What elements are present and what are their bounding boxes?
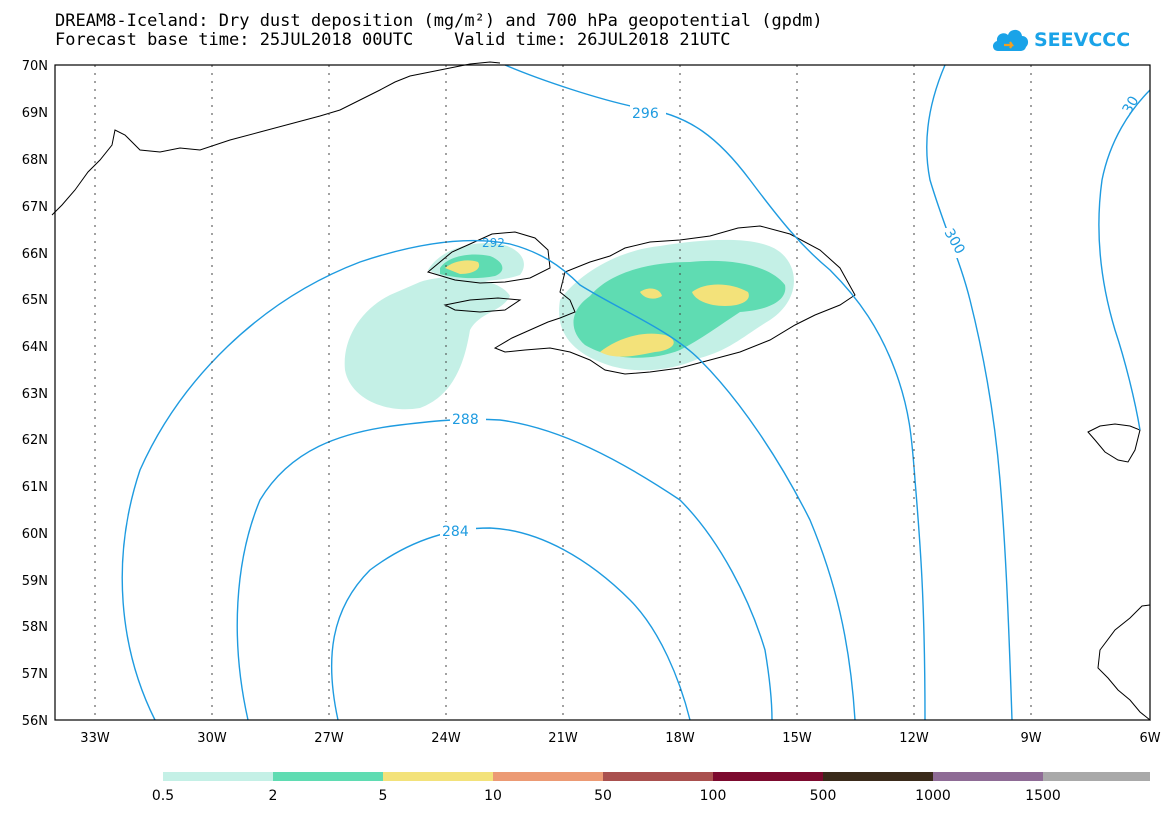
snaefellsnes-coast: [443, 297, 522, 313]
lat-label: 57N: [22, 667, 48, 682]
colorbar-swatch: [603, 772, 713, 781]
scotland-coast: [1097, 604, 1151, 722]
colorbar-label: 500: [810, 788, 837, 804]
colorbar-swatch: [493, 772, 603, 781]
lon-label: 33W: [80, 731, 110, 746]
geopotential-contours: [121, 64, 1151, 721]
lat-label: 68N: [22, 153, 48, 168]
greenland-coast: [51, 61, 501, 216]
dust-plume-west: [344, 277, 510, 410]
contour-line-304: [1098, 89, 1151, 431]
contour-line-300: [926, 64, 1013, 721]
lon-label: 24W: [431, 731, 461, 746]
lon-label: 21W: [548, 731, 578, 746]
lat-label: 58N: [22, 620, 48, 635]
iceland-coast: [493, 225, 856, 375]
contour-label-296: 296: [632, 106, 659, 122]
lat-label: 66N: [22, 247, 48, 262]
lon-label: 18W: [665, 731, 695, 746]
westfjords-coast: [426, 231, 551, 284]
colorbar-swatch: [713, 772, 823, 781]
longitude-axis: 33W 30W 27W 24W 21W 18W 15W 12W 9W 6W: [80, 731, 1160, 746]
lon-label: 30W: [197, 731, 227, 746]
contour-line-292: [121, 239, 856, 721]
map-frame: [54, 64, 1151, 721]
colorbar-label: 100: [700, 788, 727, 804]
colorbar-label: 10: [484, 788, 502, 804]
lon-label: 9W: [1020, 731, 1041, 746]
contour-label-292: 292: [482, 236, 505, 250]
dust-deposition-field: [344, 239, 794, 410]
dust-area-iceland-high-3: [640, 288, 662, 299]
lat-label: 70N: [22, 59, 48, 74]
contour-line-288: [236, 418, 773, 721]
colorbar-labels: 0.5 2 5 10 50 100 500 1000 1500: [152, 788, 1061, 804]
dust-area-iceland-mid: [573, 260, 786, 358]
colorbar-swatch: [273, 772, 383, 781]
lat-label: 62N: [22, 433, 48, 448]
faroe-islands-coast: [1087, 423, 1141, 463]
lat-label: 69N: [22, 106, 48, 121]
lat-label: 63N: [22, 387, 48, 402]
contour-labels: 296 300 30 288 284 292: [440, 94, 1142, 540]
colorbar-label: 1500: [1025, 788, 1061, 804]
colorbar-label: 0.5: [152, 788, 174, 804]
lat-label: 61N: [22, 480, 48, 495]
seevccc-logo: SEEVCCC: [990, 20, 1150, 60]
contour-label-284: 284: [442, 524, 469, 540]
lon-label: 27W: [314, 731, 344, 746]
colorbar-swatch: [1043, 772, 1150, 781]
dust-area-westfjords-high: [445, 260, 480, 274]
lat-label: 64N: [22, 340, 48, 355]
lat-label: 67N: [22, 200, 48, 215]
logo-text: SEEVCCC: [1034, 29, 1131, 51]
dust-area-iceland-high-1: [692, 284, 749, 306]
chart-title-line-2: Forecast base time: 25JUL2018 00UTC Vali…: [55, 30, 731, 50]
latitude-axis: 70N 69N 68N 67N 66N 65N 64N 63N 62N 61N …: [22, 59, 48, 729]
colorbar-label: 50: [594, 788, 612, 804]
colorbar-swatch: [823, 772, 933, 781]
lat-label: 65N: [22, 293, 48, 308]
contour-label-288: 288: [452, 412, 479, 428]
coastlines: [51, 61, 1151, 722]
colorbar-swatch: [383, 772, 493, 781]
colorbar: [163, 772, 1150, 781]
colorbar-label: 2: [269, 788, 278, 804]
lon-label: 12W: [899, 731, 929, 746]
lat-label: 60N: [22, 527, 48, 542]
colorbar-swatch: [163, 772, 273, 781]
chart-title-line-1: DREAM8-Iceland: Dry dust deposition (mg/…: [55, 11, 823, 31]
contour-line-296: [504, 64, 926, 721]
cloud-logo-icon: [992, 29, 1029, 51]
lat-label: 56N: [22, 714, 48, 729]
contour-line-284: [330, 527, 691, 721]
lon-label: 15W: [782, 731, 812, 746]
colorbar-label: 1000: [915, 788, 951, 804]
contour-label-30: 30: [1120, 94, 1143, 117]
map-grid: [94, 65, 1032, 720]
colorbar-label: 5: [379, 788, 388, 804]
lat-label: 59N: [22, 574, 48, 589]
colorbar-swatch: [933, 772, 1043, 781]
dust-area-iceland-high-2: [600, 333, 674, 357]
lon-label: 6W: [1139, 731, 1160, 746]
